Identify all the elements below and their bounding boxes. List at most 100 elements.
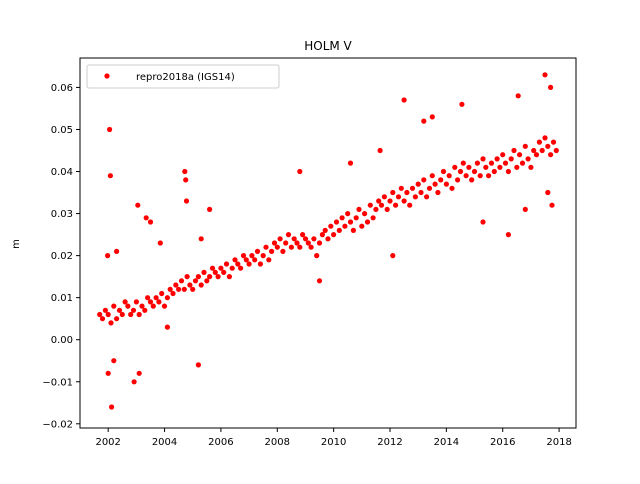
data-point <box>483 164 489 170</box>
data-point <box>164 324 170 330</box>
data-point <box>528 164 534 170</box>
data-point <box>542 135 548 141</box>
data-point <box>536 139 543 145</box>
data-point <box>373 206 379 212</box>
data-point <box>342 223 348 229</box>
data-point <box>426 185 433 191</box>
data-point <box>207 206 213 212</box>
data-point <box>370 215 376 221</box>
data-point <box>511 147 517 154</box>
data-point <box>469 177 475 183</box>
data-point <box>452 164 458 170</box>
data-point <box>463 173 469 179</box>
data-point <box>302 236 309 242</box>
x-tick-label: 2006 <box>208 437 233 448</box>
data-point <box>263 244 269 250</box>
data-point <box>99 316 106 322</box>
data-point <box>133 299 139 305</box>
data-point <box>131 379 137 385</box>
data-point <box>108 320 114 326</box>
data-point <box>393 202 399 208</box>
data-point <box>135 202 141 208</box>
data-point <box>548 84 554 90</box>
data-point <box>531 147 537 154</box>
data-point <box>97 311 103 318</box>
y-tick-label: 0.02 <box>51 251 73 262</box>
data-point <box>387 198 393 204</box>
data-point <box>407 202 413 208</box>
data-point <box>345 211 351 217</box>
data-point <box>221 269 227 275</box>
data-point <box>257 261 263 267</box>
data-point <box>156 299 162 305</box>
data-point <box>480 156 486 162</box>
data-point <box>288 244 294 250</box>
x-tick-label: 2002 <box>95 437 120 448</box>
data-point <box>308 244 314 250</box>
data-point <box>184 274 190 280</box>
data-point <box>350 227 356 233</box>
data-point <box>418 189 424 196</box>
data-point <box>271 240 278 246</box>
data-point <box>145 295 151 301</box>
data-point <box>477 173 483 179</box>
data-point <box>545 143 551 149</box>
data-point <box>550 139 557 145</box>
data-point <box>359 223 365 229</box>
data-point <box>494 156 500 162</box>
data-point <box>125 303 131 309</box>
data-point <box>297 244 303 250</box>
data-point <box>111 358 117 364</box>
data-point <box>404 189 410 196</box>
data-point <box>232 257 238 263</box>
data-point <box>266 257 272 263</box>
data-point <box>277 236 283 242</box>
data-point <box>459 101 465 107</box>
data-point <box>223 261 230 267</box>
data-point <box>122 299 128 305</box>
data-point <box>401 198 407 204</box>
data-point <box>212 269 218 275</box>
data-point <box>488 160 495 166</box>
data-point <box>460 160 466 166</box>
data-point <box>412 194 418 200</box>
data-point <box>398 185 404 191</box>
data-point <box>116 307 123 313</box>
y-tick-label: 0.03 <box>51 209 73 220</box>
data-point <box>545 189 551 196</box>
data-point <box>105 370 111 376</box>
data-point <box>333 219 340 225</box>
data-point <box>240 253 247 259</box>
data-point <box>198 282 204 288</box>
data-point <box>107 126 113 133</box>
data-point <box>449 185 455 191</box>
data-point <box>130 307 137 313</box>
data-point <box>150 303 156 309</box>
data-point <box>153 295 159 301</box>
data-point <box>347 219 354 225</box>
data-point <box>178 278 185 284</box>
data-point <box>497 164 503 170</box>
data-point <box>283 240 289 246</box>
data-point <box>500 152 506 158</box>
data-point <box>142 307 148 313</box>
x-axis-ticks: 2002 2004 2006 2008 2010 2012 2014 2016 2018 <box>95 428 572 448</box>
data-point <box>457 168 464 175</box>
data-point <box>378 202 385 208</box>
data-point <box>480 219 486 225</box>
data-point <box>305 240 311 246</box>
legend-marker <box>104 73 110 79</box>
data-point <box>319 232 325 238</box>
data-point <box>114 248 120 254</box>
data-point <box>377 147 383 154</box>
data-point <box>243 257 249 263</box>
data-point <box>336 227 342 233</box>
data-point <box>246 261 252 267</box>
data-point <box>502 160 509 166</box>
data-point <box>235 261 241 267</box>
x-tick-label: 2010 <box>321 437 346 448</box>
data-point <box>362 211 368 217</box>
data-point <box>549 202 555 208</box>
data-point <box>183 177 189 183</box>
data-point <box>440 168 447 175</box>
